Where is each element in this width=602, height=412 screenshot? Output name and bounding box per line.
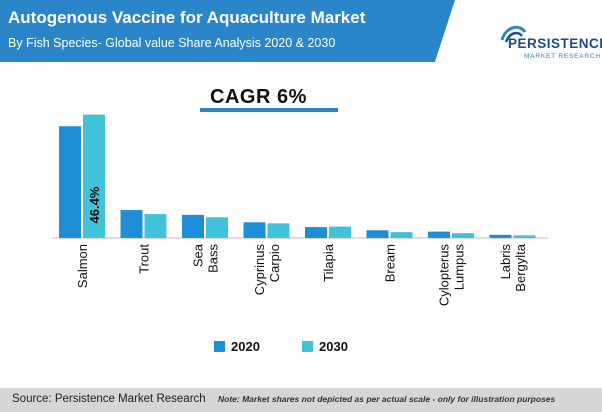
legend-item-2030: 2030 [302,339,348,354]
legend-label-2020: 2020 [231,339,260,354]
header-band [0,0,475,62]
x-tick-label-bream: Bream [383,244,398,282]
footer-bar: Source: Persistence Market Research Note… [0,388,602,412]
bar-salmon-2020 [59,126,81,238]
bar-salmon-2030 [83,114,105,238]
chart-subtitle: By Fish Species- Global value Share Anal… [8,36,336,50]
bar-cyprinus-carpio-2020 [243,222,266,238]
x-tick-label-salmon: Salmon [75,244,90,288]
bar-sea-bass-2020 [182,214,204,238]
bar-sea-bass-2030 [206,217,228,238]
bar-cylopterus-lumpus-2020 [428,231,450,238]
bar-labris-bergylta-2030 [513,235,536,238]
bar-cyprinus-carpio-2030 [267,223,290,238]
company-logo: PERSISTENCE MARKET RESEARCH [498,18,602,62]
logo-swirl-icon [500,25,527,43]
source-text: Source: Persistence Market Research [12,393,206,405]
x-tick-label-sea-bass: SeaBass [191,243,221,273]
logo-name: PERSISTENCE [508,36,602,51]
x-tick-label-trout: Trout [137,244,152,274]
bar-bream-2020 [366,230,389,238]
legend-swatch-2030 [302,341,313,352]
x-tick-label-cyprinus-carpio: CyprinusCarpio [252,244,282,296]
x-tick-label-labris-bergylta: LabrisBergylta [498,243,528,291]
bar-labris-bergylta-2020 [489,234,512,238]
x-tick-label-cylopterus-lumpus: CylopterusLumpus [437,244,467,307]
legend-swatch-2020 [214,341,225,352]
data-label-salmon: 46.4% [87,186,102,223]
legend-item-2020: 2020 [214,339,260,354]
bar-tilapia-2030 [329,226,351,238]
bar-cylopterus-lumpus-2030 [452,233,474,238]
cagr-underline [200,108,338,112]
bar-chart: Salmon Trout SeaBass CyprinusCarpio Tilapia B… [52,114,548,307]
note-text: Note: Market shares not depicted as per … [218,394,556,404]
bar-trout-2020 [120,210,143,238]
bar-trout-2030 [144,214,167,238]
cagr-label: CAGR 6% [210,86,307,108]
chart-title: Autogenous Vaccine for Aquaculture Marke… [8,8,366,27]
logo-subtitle: MARKET RESEARCH [524,53,601,60]
bar-tilapia-2020 [305,227,327,238]
x-tick-label-tilapia: Tilapia [321,243,336,282]
bar-bream-2030 [390,232,413,238]
legend-label-2030: 2030 [319,339,348,354]
